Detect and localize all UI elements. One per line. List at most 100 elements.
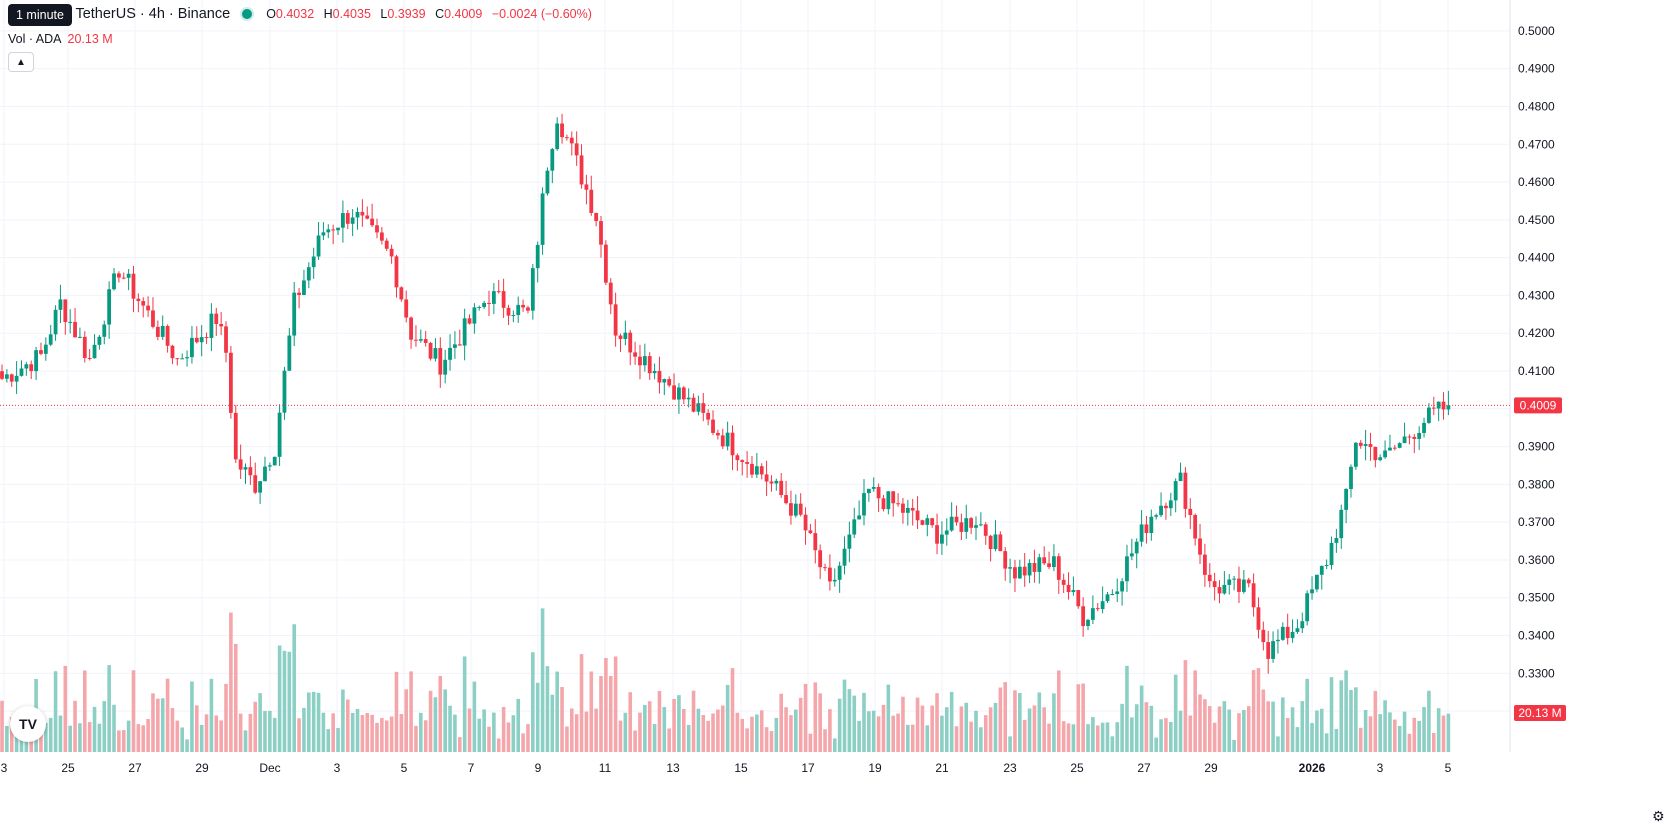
candle-body[interactable]: [326, 229, 331, 233]
candle-body[interactable]: [243, 467, 248, 470]
candle-body[interactable]: [1202, 554, 1207, 575]
candle-body[interactable]: [1256, 607, 1261, 630]
candle-body[interactable]: [535, 244, 540, 269]
candle-body[interactable]: [842, 548, 847, 566]
candle-body[interactable]: [263, 466, 267, 482]
candle-body[interactable]: [58, 299, 63, 310]
candle-body[interactable]: [599, 221, 603, 245]
candle-body[interactable]: [569, 137, 574, 144]
candle-body[interactable]: [297, 292, 301, 295]
candle-body[interactable]: [185, 357, 189, 359]
candle-body[interactable]: [1402, 436, 1407, 444]
candle-body[interactable]: [613, 304, 618, 336]
candle-body[interactable]: [1237, 578, 1241, 592]
candle-body[interactable]: [871, 486, 876, 489]
candle-body[interactable]: [258, 481, 263, 493]
candle-body[interactable]: [584, 184, 589, 190]
candle-body[interactable]: [1066, 584, 1071, 593]
candle-body[interactable]: [750, 463, 754, 475]
candle-body[interactable]: [43, 344, 48, 354]
candle-body[interactable]: [365, 215, 370, 219]
candle-body[interactable]: [1329, 542, 1334, 566]
candle-body[interactable]: [155, 326, 160, 337]
candle-body[interactable]: [282, 370, 287, 413]
candle-body[interactable]: [715, 432, 720, 436]
candle-body[interactable]: [219, 324, 224, 327]
candle-body[interactable]: [647, 356, 652, 374]
candle-body[interactable]: [1251, 583, 1256, 608]
candle-body[interactable]: [940, 534, 944, 544]
candle-body[interactable]: [526, 307, 530, 311]
candle-body[interactable]: [126, 273, 131, 278]
tradingview-logo[interactable]: TV: [10, 706, 46, 742]
candle-body[interactable]: [404, 299, 409, 318]
candle-body[interactable]: [876, 486, 881, 499]
candle-body[interactable]: [1397, 443, 1402, 448]
candle-body[interactable]: [978, 524, 983, 526]
candle-body[interactable]: [1198, 538, 1202, 555]
candle-body[interactable]: [857, 515, 862, 520]
candle-body[interactable]: [34, 350, 38, 372]
candle-body[interactable]: [1164, 505, 1168, 509]
candle-body[interactable]: [1212, 581, 1217, 588]
candle-body[interactable]: [331, 229, 336, 231]
candle-body[interactable]: [745, 462, 750, 464]
candle-body[interactable]: [336, 227, 340, 231]
candle-body[interactable]: [1090, 608, 1095, 620]
candle-body[interactable]: [1290, 631, 1295, 639]
candle-body[interactable]: [1324, 565, 1329, 567]
candle-body[interactable]: [204, 337, 209, 339]
candle-body[interactable]: [925, 518, 930, 525]
candle-body[interactable]: [316, 235, 321, 257]
candle-body[interactable]: [292, 292, 297, 336]
candle-body[interactable]: [63, 299, 68, 323]
candle-body[interactable]: [53, 309, 58, 335]
candle-body[interactable]: [837, 565, 842, 580]
candle-body[interactable]: [341, 213, 345, 228]
candle-body[interactable]: [1261, 629, 1266, 643]
candle-body[interactable]: [720, 435, 725, 447]
candle-body[interactable]: [233, 412, 238, 460]
candle-body[interactable]: [1178, 472, 1183, 482]
candle-body[interactable]: [628, 332, 633, 353]
candle-body[interactable]: [1129, 553, 1134, 557]
candle-body[interactable]: [623, 332, 628, 339]
candle-body[interactable]: [667, 379, 672, 386]
candle-body[interactable]: [448, 347, 452, 360]
candle-body[interactable]: [1173, 481, 1178, 501]
candle-body[interactable]: [423, 339, 428, 343]
candle-body[interactable]: [414, 339, 418, 341]
candle-body[interactable]: [248, 467, 253, 476]
candle-body[interactable]: [642, 356, 647, 366]
candle-body[interactable]: [774, 480, 779, 484]
candle-body[interactable]: [472, 307, 477, 324]
candle-body[interactable]: [896, 503, 900, 505]
candle-body[interactable]: [1086, 619, 1090, 627]
candle-body[interactable]: [823, 567, 827, 569]
candle-body[interactable]: [194, 337, 199, 343]
candle-body[interactable]: [506, 307, 511, 316]
candle-body[interactable]: [657, 370, 662, 383]
candle-body[interactable]: [1042, 557, 1047, 564]
candle-body[interactable]: [214, 313, 219, 325]
candle-body[interactable]: [852, 519, 857, 535]
candle-body[interactable]: [160, 325, 165, 337]
candle-body[interactable]: [769, 481, 774, 484]
candle-body[interactable]: [97, 336, 102, 345]
candle-body[interactable]: [1193, 515, 1198, 539]
candle-body[interactable]: [1383, 450, 1387, 458]
candle-body[interactable]: [355, 211, 360, 218]
candle-body[interactable]: [706, 412, 711, 420]
candle-body[interactable]: [131, 273, 136, 299]
candle-body[interactable]: [82, 336, 87, 358]
candle-body[interactable]: [1013, 567, 1017, 579]
candle-body[interactable]: [589, 189, 594, 213]
candle-body[interactable]: [394, 256, 399, 288]
candle-body[interactable]: [19, 368, 24, 376]
candle-body[interactable]: [1412, 436, 1417, 439]
candle-body[interactable]: [1305, 593, 1310, 622]
candle-body[interactable]: [813, 533, 818, 551]
candle-body[interactable]: [428, 342, 433, 359]
candle-body[interactable]: [1110, 594, 1115, 596]
candle-body[interactable]: [350, 217, 355, 224]
